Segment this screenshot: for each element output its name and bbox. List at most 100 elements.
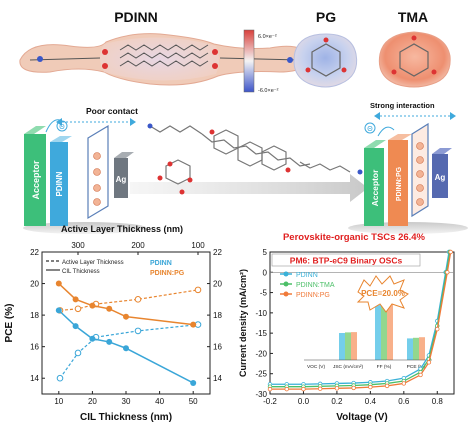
right-acceptor-label: Acceptor [370,169,380,207]
left-acceptor-layer: Acceptor [24,126,46,226]
x-axis-label: CIL Thickness (nm) [80,412,172,423]
legend-dashed: Active Layer Thickness [62,260,124,266]
x-tick-label: 0.4 [365,397,377,406]
top-axis-label: Active Layer Thickness (nm) [61,224,183,234]
y-tick-label: 20 [30,280,39,289]
data-point [190,379,197,386]
jv-point [368,384,373,390]
right-ag-label: Ag [435,173,446,182]
series-group [267,249,453,392]
jv-point [445,270,450,275]
pce-callout: PCE=20.0% [356,275,409,313]
right-ag-electrode: Ag [432,148,452,198]
x-tick-label: 0.6 [398,397,410,406]
jv-point [267,386,273,392]
data-point [106,305,113,312]
inset-bar [381,303,387,360]
y-right-tick-label: 16 [213,343,222,352]
jv-curve-1 [270,251,451,388]
inset-bar [387,303,393,360]
pdinn-esp-surface [19,33,313,86]
inset-category-label: VOC (V) [307,364,326,370]
jv-point [334,386,340,391]
left-electron: Θ [45,119,68,133]
right-pdinn-pg-layer: PDINN:PG [388,134,412,226]
axes: -0.2 0.0 0.2 0.4 0.6 0.8 5 0 -5 -10 -15 -20 -25 -30 [255,248,454,406]
y-tick-label: 18 [30,311,39,320]
y-tick-label: -5 [260,289,268,298]
molecule-label-pg: PG [316,9,336,25]
subtitle-box [271,253,421,267]
data-point [106,338,113,345]
plot-frame [269,251,455,395]
top-axis-ticks: 300 200 100 [71,241,205,255]
process-arrow [130,174,368,202]
top-tick-label: 100 [191,241,205,250]
pce-vs-thickness-chart: Active Layer Thickness (nm) 300 200 100 10… [4,224,222,423]
y-right-tick-label: 18 [213,311,222,320]
colorbar-min: -6.0×e⁻² [258,88,279,94]
data-point [55,307,62,314]
complex-molecule [149,125,351,185]
hollow-point [56,374,64,382]
data-point [55,280,62,287]
inset-category-label: FF (%) [377,364,392,370]
pg-esp-surface [293,33,358,88]
y-tick-label: -25 [255,370,267,379]
molecule-label-tma: TMA [398,9,428,25]
svg-text:PCE=20.0%: PCE=20.0% [361,289,405,298]
jv-curve-chart: Perovskite-organic TSCs 26.4% -0.2 0.0 0.2… [238,232,455,423]
left-ag-electrode: Ag [114,152,134,198]
jv-point [435,326,440,332]
molecule-label-pdinn: PDINN [114,9,158,25]
y-right-tick-label: 22 [213,248,222,257]
data-point [89,302,96,309]
left-ion-frame [87,124,109,220]
legend-pdinn-pg: PDINN:PG [296,292,330,299]
jv-point [284,386,289,392]
inset-category-label: JSC (mA/cm²) [333,364,364,370]
inset-bar [339,333,345,360]
molecules-panel: PDINN 6.0×e⁻² -6.0×e⁻² PG TMA [19,9,451,94]
chart-subtitle: PM6: BTP-eC9 Binary OSCs [290,256,403,266]
tma-esp-surface [378,31,451,88]
left-acceptor-label: Acceptor [31,160,41,200]
x-axis-label: Voltage (V) [336,412,387,423]
hollow-point [134,296,142,303]
data-point [123,345,129,352]
left-pdinn-layer: PDINN [50,136,72,226]
right-ion-frame [411,122,429,218]
right-electron: Θ [364,122,395,137]
colorbar-max: 6.0×e⁻² [258,34,277,40]
y-tick-label: 5 [263,248,268,257]
inset-bar [351,332,357,360]
axes: 10 20 30 40 50 14 16 18 20 22 14 16 18 20 22 [30,248,222,406]
series-group [55,280,202,386]
x-tick-label: 0.0 [298,397,310,406]
hollow-point [134,327,142,335]
solid-series-pdinn-pg [58,283,194,326]
jv-point [351,385,356,391]
jv-curve-2 [270,251,452,390]
legend-solid: CIL Thickness [62,269,100,275]
y-right-tick-label: 14 [213,374,222,383]
y-tick-label: -20 [255,349,267,358]
jv-point [426,360,432,365]
left-ag-label: Ag [116,175,127,184]
x-tick-label: 20 [88,397,97,406]
y-tick-label: 16 [30,343,39,352]
inset-bar [345,332,351,360]
legend-pdinn-tma: PDINN:TMA [296,282,335,289]
x-tick-label: 40 [155,397,164,406]
x-tick-label: -0.2 [263,397,277,406]
inset-category-label: PCE (%) [407,364,426,370]
x-tick-label: 0.8 [432,397,444,406]
hollow-point [74,305,82,313]
left-title: Poor contact [86,106,138,116]
jv-point [384,383,390,389]
inset-bar [413,337,419,360]
y-tick-label: -15 [255,329,267,338]
jv-point [317,386,323,391]
svg-text:Θ: Θ [367,126,373,133]
jv-point [401,381,407,386]
